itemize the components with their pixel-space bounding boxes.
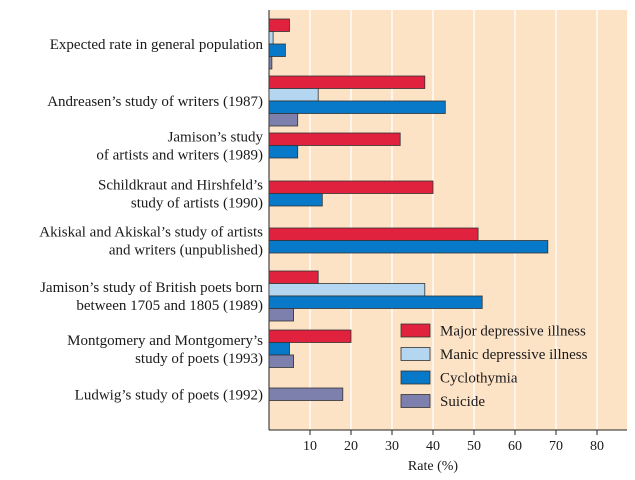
- x-tick-label-10: 10: [303, 439, 317, 454]
- legend-label-major-depressive-illness: Major depressive illness: [440, 324, 586, 340]
- x-tick-label-30: 30: [385, 439, 399, 454]
- bar-manic-depressive-illness-0: [268, 31, 274, 45]
- category-label-6-line-0: Montgomery and Montgomery’s: [67, 333, 263, 349]
- bar-major-depressive-illness-1: [268, 75, 426, 89]
- category-label-5-line-1: between 1705 and 1805 (1989): [76, 298, 263, 314]
- category-label-2-line-1: of artists and writers (1989): [96, 148, 263, 164]
- category-label-3-line-1: study of artists (1990): [131, 196, 263, 212]
- category-label-4-line-0: Akiskal and Akiskal’s study of artists: [39, 225, 263, 241]
- category-label-2-line-0: Jamison’s study: [168, 130, 264, 146]
- bar-major-depressive-illness-0: [268, 18, 290, 32]
- bar-cyclothymia-3: [268, 193, 323, 207]
- category-label-6-line-1: study of poets (1993): [135, 351, 263, 367]
- legend-label-suicide: Suicide: [440, 394, 485, 410]
- bar-suicide-7: [268, 387, 344, 401]
- x-tick-label-60: 60: [508, 439, 522, 454]
- x-tick-label-70: 70: [549, 439, 563, 454]
- legend-swatch-major-depressive-illness: [400, 323, 431, 338]
- bar-cyclothymia-4: [268, 240, 549, 254]
- bar-major-depressive-illness-2: [268, 132, 401, 146]
- plot-area: [269, 10, 627, 430]
- x-tick-label-40: 40: [426, 439, 440, 454]
- category-label-7-line-0: Ludwig’s study of poets (1992): [75, 387, 263, 403]
- bar-major-depressive-illness-4: [268, 227, 479, 241]
- bar-suicide-6: [268, 354, 295, 368]
- category-label-0-line-0: Expected rate in general population: [50, 37, 264, 53]
- bar-major-depressive-illness-3: [268, 180, 434, 194]
- legend-swatch-manic-depressive-illness: [400, 347, 431, 361]
- legend-swatch-suicide: [400, 394, 431, 408]
- bar-manic-depressive-illness-5: [268, 283, 426, 297]
- x-tick-label-80: 80: [590, 439, 604, 454]
- legend-label-cyclothymia: Cyclothymia: [440, 371, 518, 387]
- bar-cyclothymia-2: [268, 145, 299, 159]
- category-label-1-line-0: Andreasen’s study of writers (1987): [47, 94, 263, 110]
- bar-manic-depressive-illness-1: [268, 88, 319, 102]
- category-label-5-line-0: Jamison’s study of British poets born: [40, 280, 263, 296]
- bar-major-depressive-illness-5: [268, 270, 319, 284]
- legend-swatch-cyclothymia: [400, 370, 431, 385]
- x-tick-label-50: 50: [467, 439, 481, 454]
- category-label-3-line-0: Schildkraut and Hirshfeld’s: [98, 178, 263, 194]
- bar-suicide-5: [268, 308, 295, 322]
- bar-cyclothymia-6: [268, 342, 290, 356]
- bar-cyclothymia-0: [268, 43, 286, 57]
- x-tick-label-20: 20: [344, 439, 358, 454]
- legend-label-manic-depressive-illness: Manic depressive illness: [440, 347, 588, 363]
- category-label-4-line-1: and writers (unpublished): [109, 243, 263, 259]
- bar-cyclothymia-5: [268, 295, 483, 309]
- bar-cyclothymia-1: [268, 100, 446, 114]
- bar-suicide-1: [268, 113, 299, 127]
- x-axis-title: Rate (%): [408, 459, 458, 474]
- bar-major-depressive-illness-6: [268, 329, 352, 343]
- bar-suicide-0: [268, 56, 273, 70]
